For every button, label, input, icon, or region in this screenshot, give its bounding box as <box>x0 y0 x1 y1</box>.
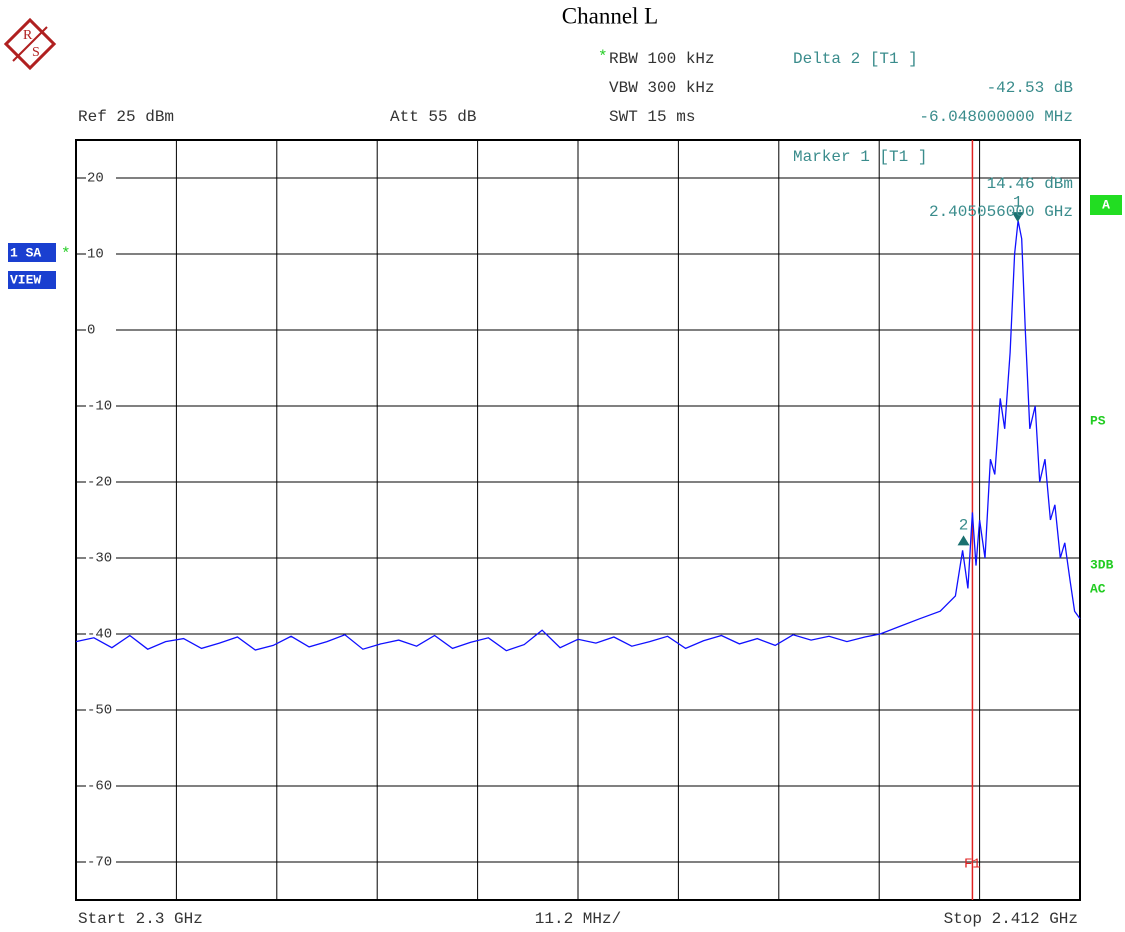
a-badge: A <box>1102 197 1110 212</box>
logo: R S <box>3 17 57 71</box>
y-tick-label: -30 <box>87 551 112 567</box>
plot: 20 10 0 -10 -20 -30 -40 -50 -60 -70 F1 1 2 <box>75 140 1081 900</box>
ref-level: Ref 25 dBm <box>78 108 174 126</box>
y-tick-label: -40 <box>87 627 112 643</box>
trace <box>75 220 1081 652</box>
delta-marker: Delta 2 [T1 ] <box>793 50 918 68</box>
y-tick-label: 0 <box>87 323 95 339</box>
f1-label: F1 <box>964 857 981 873</box>
logo-letter: R <box>23 28 33 43</box>
y-tick-label: -70 <box>87 855 112 871</box>
star: * <box>598 48 608 66</box>
stop-frequency: Stop 2.412 GHz <box>944 910 1078 928</box>
trace-badge: 1 SA <box>10 245 41 260</box>
marker-info: Marker 1 [T1 ] <box>793 148 927 166</box>
chart-title: Channel L <box>562 3 658 28</box>
logo-letter: S <box>32 45 40 60</box>
y-tick-label: -20 <box>87 475 112 491</box>
badge <box>8 243 56 262</box>
y-tick-label: 10 <box>87 247 104 263</box>
marker-label: 2 <box>959 517 969 535</box>
y-tick-label: 20 <box>87 171 104 187</box>
badge <box>1090 195 1122 215</box>
rbw: RBW 100 kHz <box>609 50 715 68</box>
3db-label: 3DB <box>1090 557 1114 572</box>
marker <box>1011 212 1024 223</box>
badge <box>8 271 56 289</box>
star: * <box>61 245 71 263</box>
marker-frequency: 2.405056000 GHz <box>929 203 1073 221</box>
attenuation: Att 55 dB <box>390 108 476 126</box>
delta-level: -42.53 dB <box>987 79 1073 97</box>
swt: SWT 15 ms <box>609 108 695 126</box>
marker-label: 1 <box>1013 193 1023 211</box>
span-per-div: 11.2 MHz/ <box>535 910 621 928</box>
y-tick-label: -10 <box>87 399 112 415</box>
ac-label: AC <box>1090 581 1106 596</box>
marker-level: 14.46 dBm <box>987 175 1073 193</box>
y-tick-label: -60 <box>87 779 112 795</box>
start-frequency: Start 2.3 GHz <box>78 910 203 928</box>
delta-frequency: -6.048000000 MHz <box>919 108 1073 126</box>
logo-line <box>12 26 48 62</box>
vbw: VBW 300 kHz <box>609 79 715 97</box>
view-badge: VIEW <box>10 272 41 287</box>
ps-label: PS <box>1090 413 1106 428</box>
y-tick-label: -50 <box>87 703 112 719</box>
marker <box>957 535 970 546</box>
